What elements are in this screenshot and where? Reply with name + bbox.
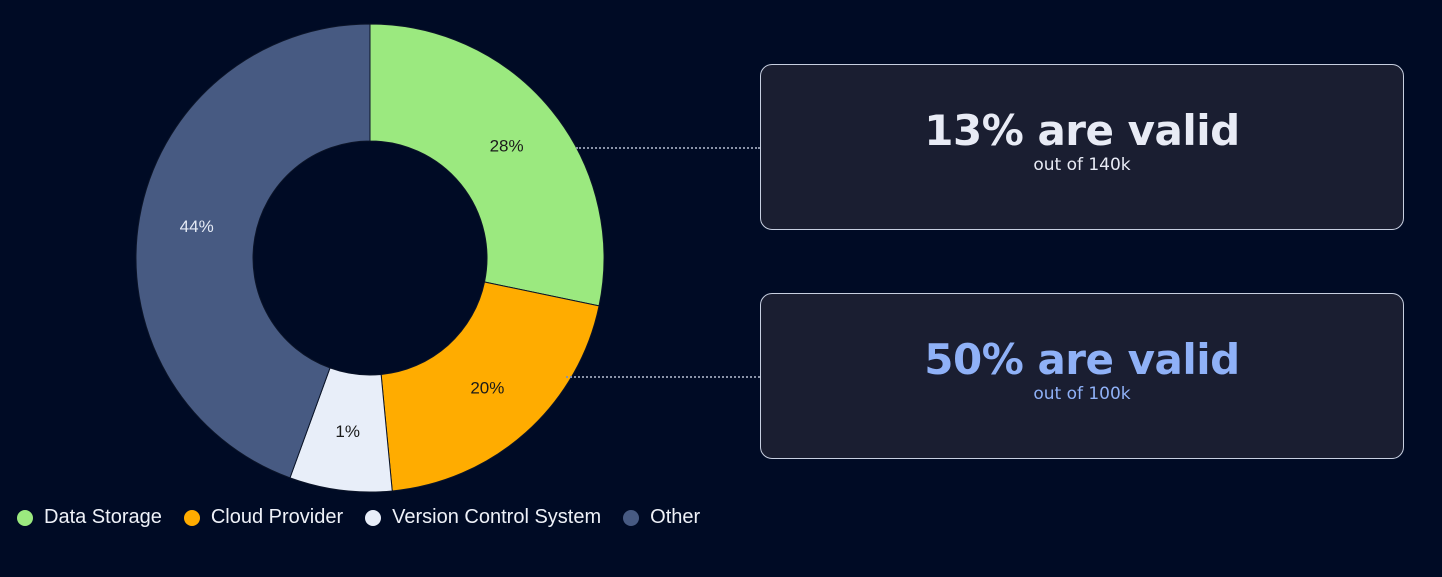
slice-other[interactable] <box>135 23 371 479</box>
donut-chart: 28% 20% 1% 44% <box>135 23 605 493</box>
slice-label-version-control-system: 1% <box>335 422 360 441</box>
chart-legend: Data Storage Cloud Provider Version Cont… <box>17 506 700 529</box>
legend-item-version-control-system[interactable]: Version Control System <box>365 506 601 529</box>
legend-label: Cloud Provider <box>210 506 344 528</box>
legend-swatch <box>365 509 382 526</box>
connector-line-2 <box>566 376 760 378</box>
slice-label-cloud-provider: 20% <box>470 379 504 398</box>
stat-card-data-storage: 13% are valid out of 140k <box>760 64 1404 230</box>
stat-card-subtext: out of 140k <box>1033 155 1131 175</box>
legend-item-data-storage[interactable]: Data Storage <box>17 506 162 529</box>
legend-label: Other <box>650 506 701 528</box>
stat-card-subtext: out of 100k <box>1033 384 1131 404</box>
legend-swatch <box>183 509 200 526</box>
legend-label: Data Storage <box>44 506 162 528</box>
legend-swatch <box>17 509 33 526</box>
legend-item-other[interactable]: Other <box>623 506 700 529</box>
stat-card-headline: 50% are valid <box>924 335 1240 384</box>
legend-label: Version Control System <box>392 506 602 528</box>
legend-item-cloud-provider[interactable]: Cloud Provider <box>183 506 344 529</box>
slice-cloud-provider[interactable] <box>380 281 600 492</box>
slice-label-data-storage: 28% <box>490 137 524 156</box>
connector-line-1 <box>576 147 760 149</box>
stat-card-cloud-provider: 50% are valid out of 100k <box>760 293 1404 459</box>
stat-card-headline: 13% are valid <box>924 106 1240 155</box>
slice-label-other: 44% <box>180 217 214 236</box>
legend-swatch <box>623 509 640 526</box>
slice-data-storage[interactable] <box>369 23 605 307</box>
